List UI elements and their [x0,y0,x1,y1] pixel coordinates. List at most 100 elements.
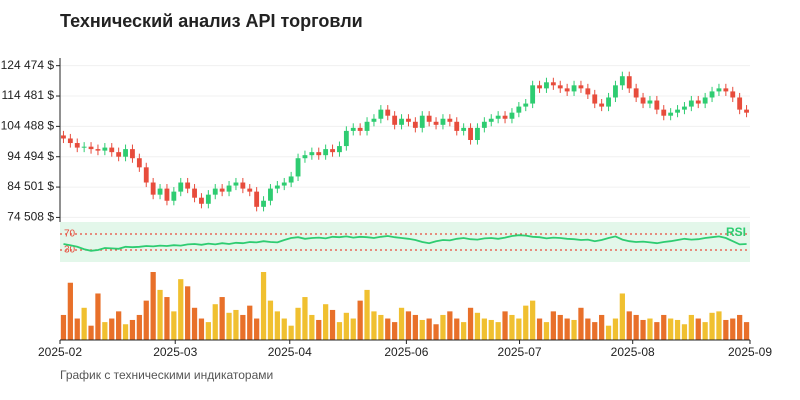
y-tick-label: 84 501 $ [7,179,54,193]
volume-bar [316,319,322,340]
volume-bar [81,307,87,340]
candle-body [123,149,128,157]
candle-body [88,146,94,150]
rsi-level-label: 30 [64,245,76,256]
volume-bar [205,322,211,340]
candle-body [357,127,363,131]
volume-bar [136,314,142,340]
candle-body [157,188,163,195]
candle-body [219,188,225,192]
volume-bar [150,272,156,340]
volume-bar [571,319,577,340]
volume-bar [440,314,446,340]
candle-body [295,158,301,177]
candle-body [350,127,356,131]
volume-bar [357,300,363,340]
candle-body [495,115,501,119]
volume-bar [364,289,370,340]
candle-body [261,200,266,207]
volume-bar [681,324,688,340]
volume-bar [412,314,418,340]
candle-body [619,76,625,86]
candle-body [550,82,556,86]
volume-bar [60,314,67,340]
volume-bar [95,293,101,340]
y-tick-label: 124 474 $ [1,58,55,72]
candle-body [288,176,294,183]
volume-bar [447,311,453,340]
volume-bar [461,322,467,340]
candle-body [309,152,315,156]
volume-bar [288,325,294,340]
volume-bar [247,305,253,340]
volume-bar [481,318,487,340]
volume-bar [730,318,736,340]
candle-body [371,118,377,122]
volume-bar [129,319,136,340]
volume-bar [419,319,425,340]
volume-bar [336,322,343,340]
volume-bar [267,300,274,340]
candle-body [682,106,687,110]
candle-body [585,88,591,95]
volume-bar [640,319,646,340]
volume-bar [198,318,205,340]
candle-body [668,112,674,116]
candle-body [364,121,370,131]
candle-body [502,115,508,119]
volume-bar [509,314,515,340]
volume-bar [433,324,439,340]
candle-body [116,152,122,157]
candle-body [440,118,446,125]
candle-body [164,188,170,201]
volume-bar [564,318,570,340]
x-tick-label: 2025-04 [268,345,312,359]
volume-bar [454,318,460,340]
candle-body [199,197,204,204]
candle-body [109,147,115,153]
candle-body [564,88,570,92]
candle-body [102,147,108,151]
y-tick-label: 104 488 $ [1,119,55,133]
volume-bar [716,311,722,340]
x-tick-label: 2025-08 [611,345,655,359]
volume-bar [523,305,529,340]
volume-bar [536,318,543,340]
volume-bar [240,314,246,340]
candle-body [640,97,646,104]
candle-body [468,127,473,140]
candle-body [654,100,660,110]
volume-bar [605,325,612,340]
candle-body [226,185,232,192]
y-tick-label: 94 494 $ [7,149,54,163]
volume-bar [178,279,184,340]
candle-body [688,100,694,107]
candle-body [419,115,425,128]
candle-body [247,188,253,192]
volume-bar [233,309,239,340]
candle-body [606,97,611,107]
candle-body [178,182,184,192]
candle-body [316,152,322,156]
volume-bar [274,311,280,340]
y-tick-label: 114 481 $ [2,88,55,102]
candle-body [74,143,80,148]
volume-bar [654,322,660,340]
candle-body [343,130,349,147]
volume-bar [371,311,377,340]
volume-bar [737,314,743,340]
candle-body [557,85,563,89]
volume-bar [385,318,391,340]
volume-bar [626,311,632,340]
candle-body [723,88,729,92]
candle-body [613,85,618,98]
volume-bar [281,318,287,340]
candle-body [61,135,66,139]
candle-body [447,118,453,122]
candle-body [647,100,653,104]
candle-body [737,97,743,110]
volume-bar [543,322,550,340]
volume-bar [398,307,405,340]
volume-bar [674,319,681,340]
volume-bar [157,289,163,340]
